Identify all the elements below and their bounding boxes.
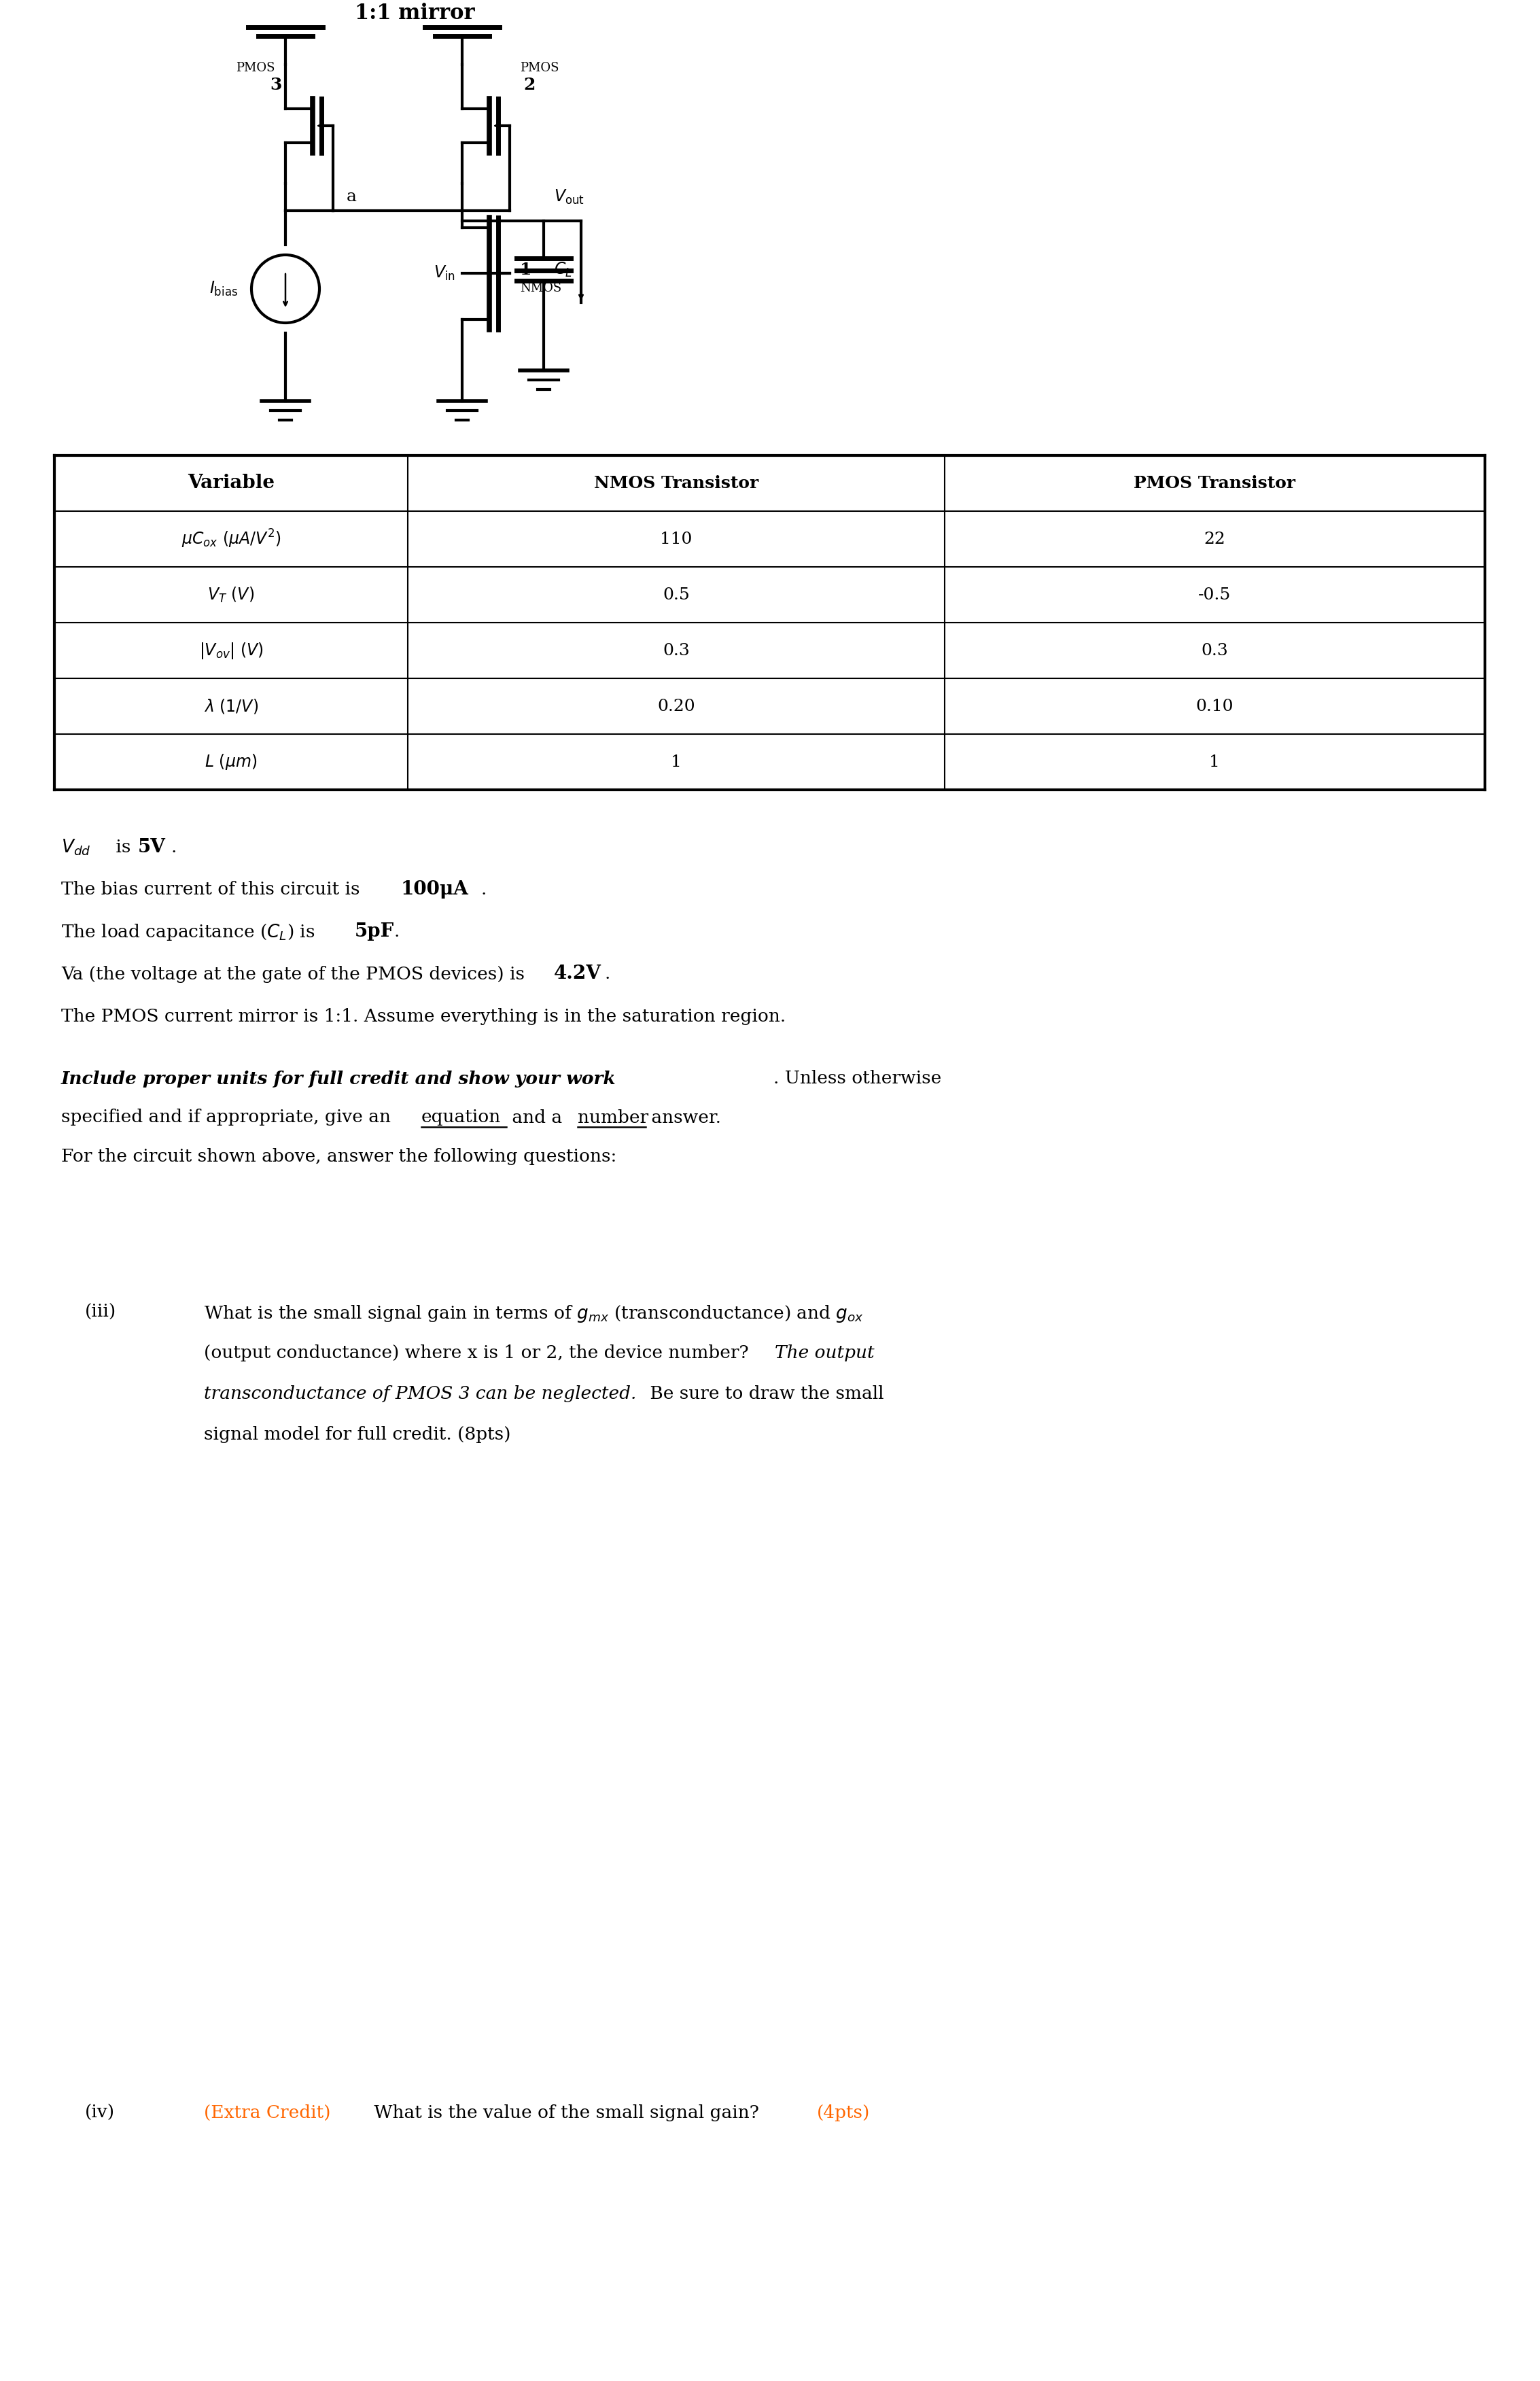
Text: 4.2V: 4.2V [554,964,602,983]
Text: $C_L$: $C_L$ [554,262,571,279]
Text: 100μA: 100μA [400,881,468,900]
Text: signal model for full credit. (8pts): signal model for full credit. (8pts) [203,1426,511,1443]
Text: 1:1 mirror: 1:1 mirror [354,2,474,24]
Text: 2: 2 [524,76,534,93]
Text: 0.5: 0.5 [662,588,690,602]
Text: $V_{\rm out}$: $V_{\rm out}$ [554,188,584,207]
Text: answer.: answer. [645,1110,721,1126]
Text: 5V: 5V [139,838,166,857]
Text: (iv): (iv) [85,2105,116,2121]
Text: 1: 1 [1209,755,1220,769]
Text: .: . [480,881,487,898]
Text: -0.5: -0.5 [1198,588,1230,602]
Text: (Extra Credit): (Extra Credit) [203,2105,331,2121]
Text: $V_T\ (V)$: $V_T\ (V)$ [208,586,254,605]
Text: .: . [394,924,400,940]
Text: .: . [605,967,610,983]
Text: 0.3: 0.3 [1201,643,1227,657]
Text: $I_{\rm bias}$: $I_{\rm bias}$ [209,281,237,298]
Text: (output conductance) where x is 1 or 2, the device number?: (output conductance) where x is 1 or 2, … [203,1345,761,1362]
Text: Include proper units for full credit and show your work: Include proper units for full credit and… [62,1069,616,1088]
Text: The output: The output [775,1345,875,1362]
Text: .: . [171,838,177,857]
Text: The load capacitance ($C_L$) is: The load capacitance ($C_L$) is [62,921,316,943]
Text: PMOS: PMOS [521,62,559,74]
Text: What is the value of the small signal gain?: What is the value of the small signal ga… [368,2105,765,2121]
Text: a: a [347,190,357,205]
Text: What is the small signal gain in terms of $g_{mx}$ (transconductance) and $g_{ox: What is the small signal gain in terms o… [203,1305,864,1324]
Text: specified and if appropriate, give an: specified and if appropriate, give an [62,1110,396,1126]
Text: NMOS: NMOS [521,281,562,295]
Text: $L\ (\mu m)$: $L\ (\mu m)$ [205,752,257,771]
Text: Variable: Variable [188,474,274,493]
Text: transconductance of PMOS 3 can be neglected.: transconductance of PMOS 3 can be neglec… [203,1386,636,1402]
Text: $V_{\rm in}$: $V_{\rm in}$ [434,264,456,281]
Text: 110: 110 [661,531,693,548]
Text: 0.3: 0.3 [662,643,690,657]
Text: number: number [578,1110,648,1126]
Text: Be sure to draw the small: Be sure to draw the small [644,1386,884,1402]
Text: PMOS Transistor: PMOS Transistor [1133,476,1295,490]
Text: equation: equation [422,1110,501,1126]
Text: is: is [109,838,137,857]
Text: NMOS Transistor: NMOS Transistor [594,476,759,490]
Text: Va (the voltage at the gate of the PMOS devices) is: Va (the voltage at the gate of the PMOS … [62,967,530,983]
Text: and a: and a [507,1110,568,1126]
Text: 1: 1 [521,262,531,279]
Text: 5pF: 5pF [354,924,394,940]
Text: The bias current of this circuit is: The bias current of this circuit is [62,881,365,898]
Text: 0.10: 0.10 [1195,698,1234,714]
Text: PMOS: PMOS [236,62,276,74]
Text: The PMOS current mirror is 1:1. Assume everything is in the saturation region.: The PMOS current mirror is 1:1. Assume e… [62,1007,785,1024]
Text: . Unless otherwise: . Unless otherwise [773,1069,941,1088]
Text: $V_{dd}$: $V_{dd}$ [62,838,91,857]
Text: 0.20: 0.20 [658,698,695,714]
Text: (iii): (iii) [85,1305,117,1321]
Text: $\lambda\ (1/V)$: $\lambda\ (1/V)$ [203,698,259,714]
Text: 3: 3 [270,76,282,93]
Text: (4pts): (4pts) [816,2105,870,2121]
Text: $\mu C_{ox}\ (\mu A/V^2)$: $\mu C_{ox}\ (\mu A/V^2)$ [182,529,280,550]
Text: 1: 1 [671,755,682,769]
Text: 22: 22 [1204,531,1226,548]
Text: For the circuit shown above, answer the following questions:: For the circuit shown above, answer the … [62,1148,616,1164]
Text: $|V_{ov}|\ (V)$: $|V_{ov}|\ (V)$ [199,640,263,660]
